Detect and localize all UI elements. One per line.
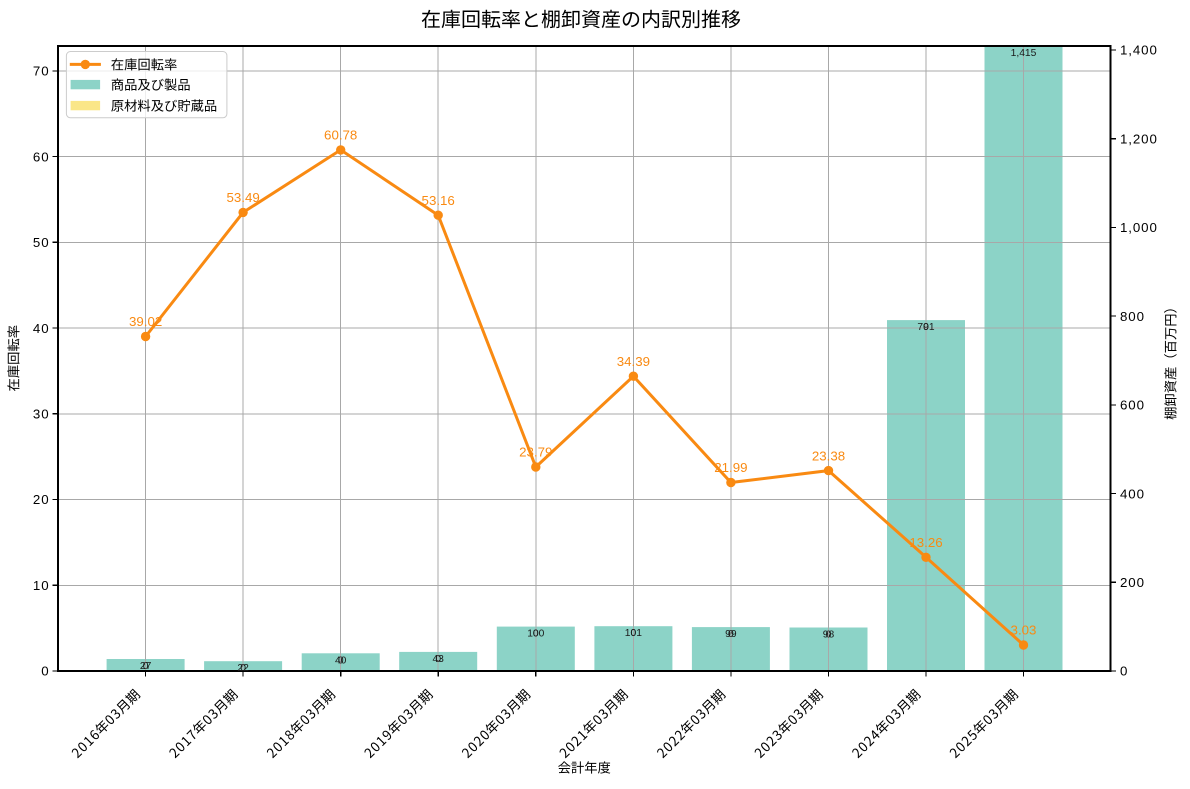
svg-text:98: 98 xyxy=(823,630,835,641)
svg-text:27: 27 xyxy=(140,661,152,672)
svg-text:1,415: 1,415 xyxy=(1011,48,1037,59)
svg-text:43: 43 xyxy=(432,654,444,665)
svg-text:0: 0 xyxy=(923,322,929,333)
svg-text:53.16: 53.16 xyxy=(422,193,455,208)
svg-text:200: 200 xyxy=(1120,575,1145,590)
svg-text:40: 40 xyxy=(33,321,50,336)
svg-text:53.49: 53.49 xyxy=(226,190,259,205)
svg-text:1,400: 1,400 xyxy=(1120,43,1158,58)
svg-text:600: 600 xyxy=(1120,398,1145,413)
svg-text:20: 20 xyxy=(33,492,50,507)
svg-text:22: 22 xyxy=(237,663,249,674)
svg-text:34.39: 34.39 xyxy=(617,354,650,369)
svg-text:0: 0 xyxy=(435,654,441,665)
svg-text:0: 0 xyxy=(826,630,832,641)
svg-text:400: 400 xyxy=(1120,486,1145,501)
svg-text:0: 0 xyxy=(1120,664,1128,679)
svg-text:40: 40 xyxy=(335,655,347,666)
svg-text:101: 101 xyxy=(625,628,642,639)
svg-text:30: 30 xyxy=(33,407,50,422)
svg-text:99: 99 xyxy=(725,629,737,640)
svg-text:0: 0 xyxy=(338,655,344,666)
svg-text:100: 100 xyxy=(527,629,544,640)
svg-text:60: 60 xyxy=(33,149,50,164)
svg-text:13.26: 13.26 xyxy=(909,535,942,550)
svg-text:0: 0 xyxy=(631,628,637,639)
svg-text:10: 10 xyxy=(33,578,50,593)
svg-text:1,000: 1,000 xyxy=(1120,220,1158,235)
svg-text:3.03: 3.03 xyxy=(1011,623,1037,638)
svg-text:1,200: 1,200 xyxy=(1120,131,1158,146)
svg-text:0: 0 xyxy=(143,661,149,672)
svg-text:60.78: 60.78 xyxy=(324,128,357,143)
svg-text:0: 0 xyxy=(533,629,539,640)
svg-text:70: 70 xyxy=(33,64,50,79)
svg-text:50: 50 xyxy=(33,235,50,250)
svg-text:0: 0 xyxy=(728,629,734,640)
svg-text:791: 791 xyxy=(917,322,934,333)
svg-text:0: 0 xyxy=(41,664,49,679)
svg-text:23.38: 23.38 xyxy=(812,448,845,463)
svg-text:800: 800 xyxy=(1120,309,1145,324)
svg-text:0: 0 xyxy=(240,663,246,674)
